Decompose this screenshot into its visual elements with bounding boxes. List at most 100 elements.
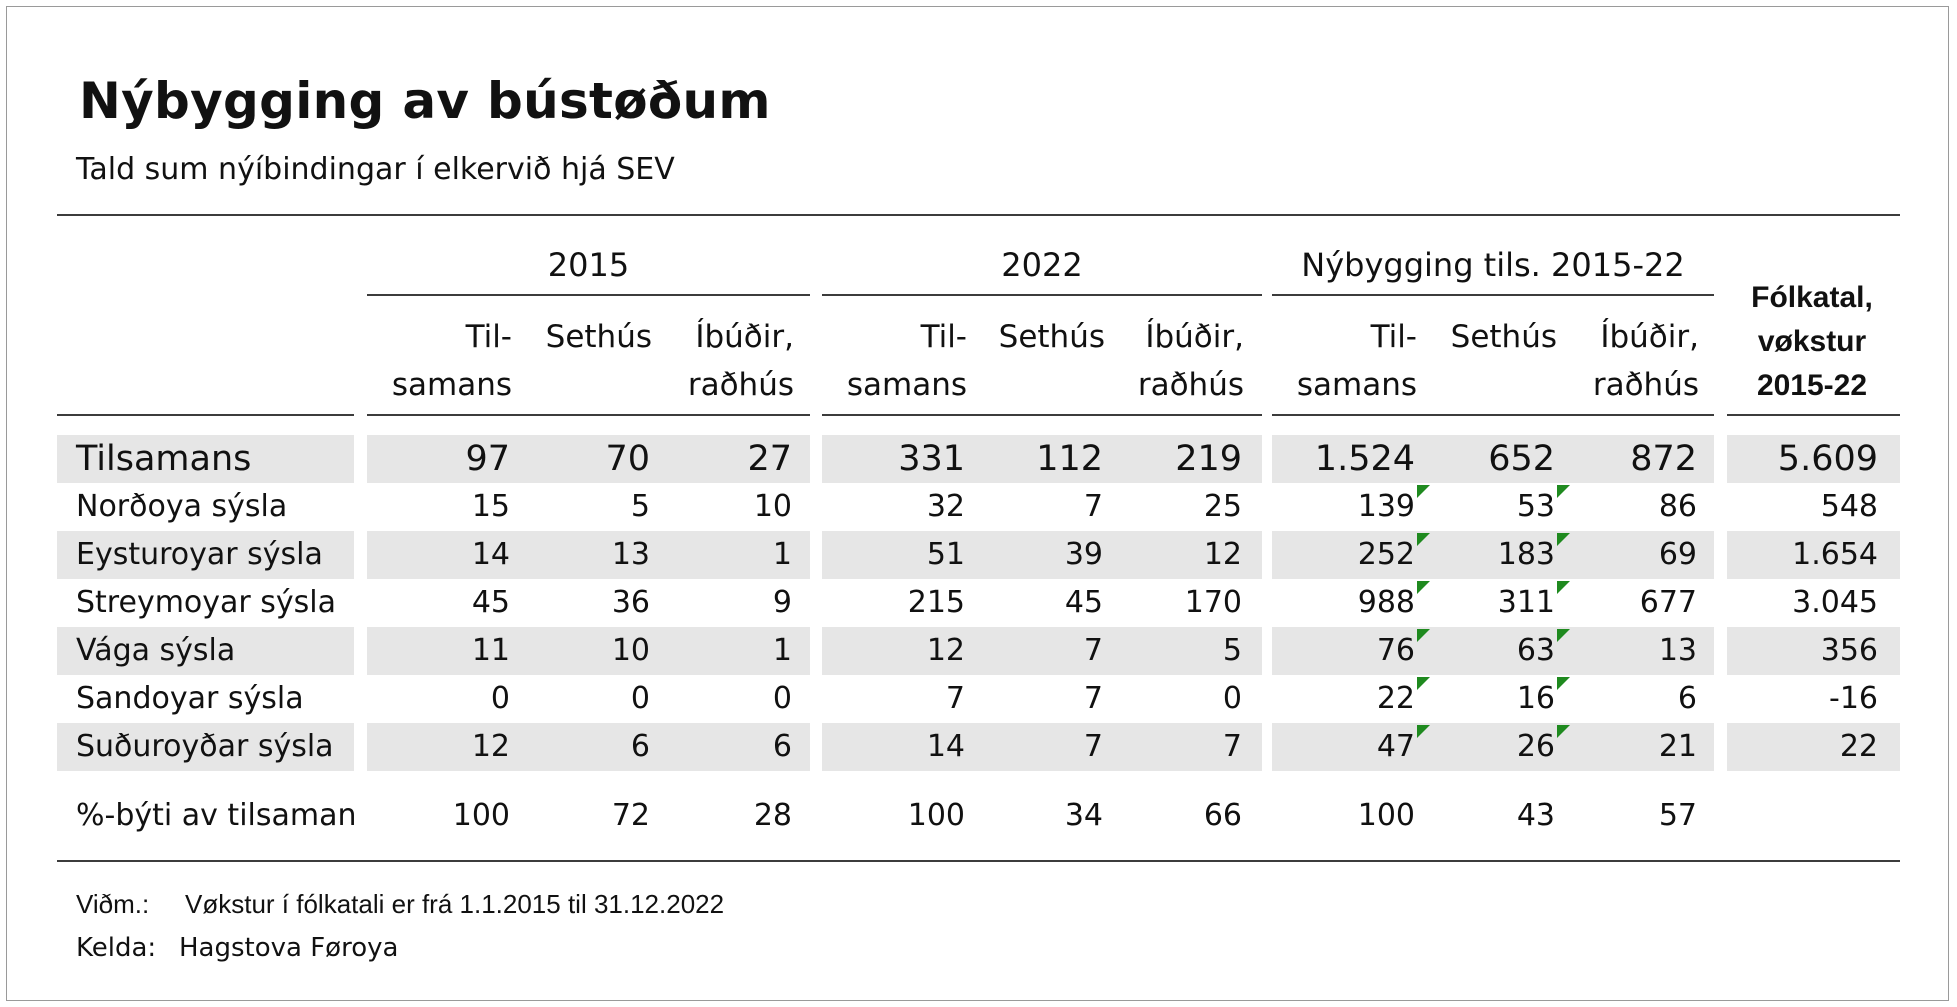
- row-label: Sandoyar sýsla: [76, 681, 304, 716]
- table-cell: 6: [1677, 681, 1697, 716]
- table-cell: 5.609: [1777, 439, 1878, 479]
- table-cell: 1.654: [1792, 537, 1878, 572]
- band: [822, 627, 1262, 675]
- comment-flag-icon: [1557, 581, 1570, 594]
- band: [1272, 627, 1714, 675]
- row-label: Vága sýsla: [76, 633, 236, 668]
- table-row: Sandoyar sýsla 0 0 0 7 7 0 22 16 6 -16: [0, 675, 1957, 723]
- table-cell: 0: [490, 681, 510, 716]
- table-cell: 10: [753, 489, 792, 524]
- footnote-key: Viðm.:: [76, 889, 150, 919]
- comment-flag-icon: [1557, 677, 1570, 690]
- comment-flag-icon: [1417, 485, 1430, 498]
- header-rule-2022: [822, 414, 1262, 416]
- footnote: Viðm.: Vøkstur í fólkatali er frá 1.1.201…: [76, 887, 724, 921]
- table-cell: 7: [1222, 729, 1242, 764]
- table-cell: 183: [1497, 537, 1555, 572]
- table-cell: 72: [611, 798, 650, 833]
- table-cell: 47: [1376, 729, 1415, 764]
- table-cell: 3.045: [1792, 585, 1878, 620]
- col-header-2015-apartments: Íbúðir, raðhús: [687, 319, 794, 403]
- band: [1727, 435, 1900, 483]
- row-label: Tilsamans: [76, 439, 252, 479]
- table-cell: 215: [907, 585, 965, 620]
- table-cell: 5: [630, 489, 650, 524]
- comment-flag-icon: [1417, 629, 1430, 642]
- col-header-new-apartments: Íbúðir, raðhús: [1592, 319, 1699, 403]
- table-frame: [6, 6, 1949, 1001]
- table-cell: 677: [1639, 585, 1697, 620]
- footnote-text: Vøkstur í fólkatali er frá 1.1.2015 til …: [185, 889, 725, 919]
- group-header-2015: 2015: [547, 246, 630, 284]
- table-cell: 13: [1658, 633, 1697, 668]
- table-cell: 112: [1036, 439, 1103, 479]
- table-cell: 219: [1175, 439, 1242, 479]
- comment-flag-icon: [1557, 629, 1570, 642]
- percent-row: %-býti av tilsaman 100 72 28 100 34 66 100 43 57: [0, 792, 1957, 840]
- band: [57, 531, 354, 579]
- table-cell: 57: [1658, 798, 1697, 833]
- table-cell: 331: [898, 439, 965, 479]
- group-header-2022: 2022: [1001, 246, 1083, 284]
- col-header-new-total: Til-samans: [1296, 319, 1417, 403]
- table-row: Suðuroyðar sýsla 12 6 6 14 7 7 47 26 21 22: [0, 723, 1957, 771]
- col-header-population-growth: Fólkatal, vøkstur 2015-22: [1751, 281, 1873, 402]
- comment-flag-icon: [1417, 581, 1430, 594]
- band: [822, 723, 1262, 771]
- col-header-2015-houses: Sethús: [545, 319, 652, 355]
- top-rule: [57, 214, 1900, 216]
- table-cell: 70: [605, 439, 650, 479]
- table-cell: 1.524: [1314, 439, 1415, 479]
- band: [367, 531, 810, 579]
- col-header-2022-total: Til-samans: [846, 319, 967, 403]
- table-cell: 139: [1357, 489, 1415, 524]
- table-cell: 76: [1376, 633, 1415, 668]
- page-subtitle: Tald sum nýíbindingar í elkervið hjá SEV: [76, 152, 675, 187]
- table-cell: 548: [1820, 489, 1878, 524]
- row-label: Suðuroyðar sýsla: [76, 729, 334, 764]
- page-title: Nýbygging av bústøðum: [79, 72, 771, 130]
- table-cell: 15: [471, 489, 510, 524]
- table-cell: 36: [611, 585, 650, 620]
- band: [1727, 723, 1900, 771]
- group-header-new-build: Nýbygging tils. 2015-22: [1301, 246, 1685, 284]
- table-cell: 311: [1497, 585, 1555, 620]
- table-cell: 25: [1203, 489, 1242, 524]
- table-cell: 14: [471, 537, 510, 572]
- table-cell: 11: [471, 633, 510, 668]
- table-cell: [1738, 792, 1878, 840]
- source-note: Kelda: Hagstova Føroya: [76, 931, 398, 965]
- table-cell: 69: [1658, 537, 1697, 572]
- table-cell: 12: [471, 729, 510, 764]
- table-cell: 27: [747, 439, 792, 479]
- comment-flag-icon: [1417, 725, 1430, 738]
- table-cell: 51: [926, 537, 965, 572]
- band: [367, 627, 810, 675]
- comment-flag-icon: [1417, 677, 1430, 690]
- header-rule-new-build: [1272, 414, 1714, 416]
- table-cell: 252: [1357, 537, 1415, 572]
- table-cell: 28: [753, 798, 792, 833]
- table-cell: 16: [1516, 681, 1555, 716]
- table-cell: 7: [945, 681, 965, 716]
- table-cell: 356: [1820, 633, 1878, 668]
- table-cell: 39: [1064, 537, 1103, 572]
- band: [1272, 531, 1714, 579]
- total-row: Tilsamans 97 70 27 331 112 219 1.524 652 872 5.609: [0, 435, 1957, 483]
- table-cell: 7: [1083, 633, 1103, 668]
- table-cell: 0: [630, 681, 650, 716]
- comment-flag-icon: [1557, 533, 1570, 546]
- table-cell: 45: [471, 585, 510, 620]
- band: [822, 531, 1262, 579]
- source-key: Kelda:: [76, 933, 157, 963]
- table-row: Eysturoyar sýsla 14 13 1 51 39 12 252 183 69 1.654: [0, 531, 1957, 579]
- table-cell: 0: [772, 681, 792, 716]
- table-cell: 53: [1516, 489, 1555, 524]
- table-cell: 63: [1516, 633, 1555, 668]
- col-header-new-houses: Sethús: [1450, 319, 1557, 355]
- table-cell: 100: [452, 798, 510, 833]
- source-text: Hagstova Føroya: [179, 933, 399, 963]
- table-cell: 6: [772, 729, 792, 764]
- group-rule-new-build: [1272, 294, 1714, 296]
- header-rule-label: [57, 414, 354, 416]
